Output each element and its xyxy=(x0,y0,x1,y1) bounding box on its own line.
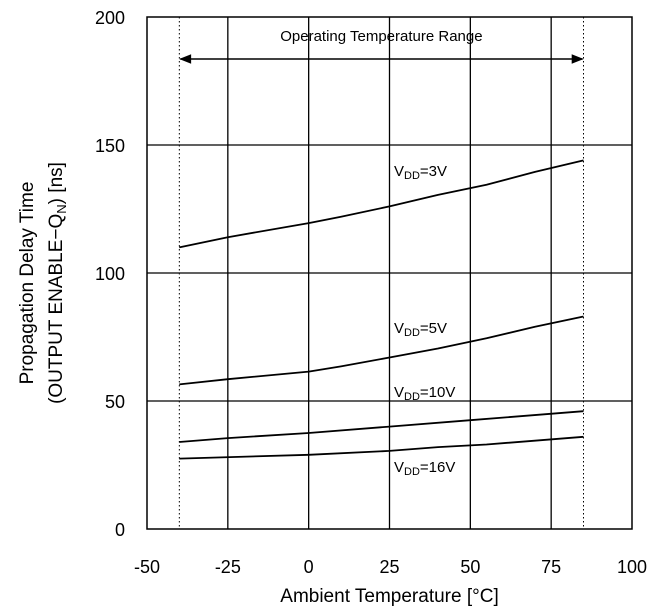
series-line-2 xyxy=(179,315,584,386)
y-axis-title-line-1: Propagation Delay Time xyxy=(17,182,38,385)
x-tick-label: 100 xyxy=(617,557,647,577)
y-tick-label: 0 xyxy=(115,520,125,540)
series-line-4 xyxy=(179,435,584,460)
series-lines xyxy=(179,159,584,460)
series-line-3 xyxy=(179,410,584,443)
tick-labels: -50 -25 0 25 50 75 100 0 50 100 150 200 xyxy=(95,8,647,577)
x-tick-label: 0 xyxy=(304,557,314,577)
series-label-3: VDD=10V xyxy=(394,384,455,403)
series-label-4: VDD=16V xyxy=(394,459,455,478)
operating-range-label: Operating Temperature Range xyxy=(280,28,482,45)
y-axis-title: Propagation Delay Time (OUTPUT ENABLE−QN)… xyxy=(17,162,69,404)
y-tick-label: 150 xyxy=(95,136,125,156)
plot-frame xyxy=(146,16,633,530)
x-tick-label: -25 xyxy=(215,557,241,577)
series-label-1: VDD=3V xyxy=(394,163,447,182)
series-labels: VDD=3V VDD=5V VDD=10V VDD=16V xyxy=(394,163,455,478)
y-tick-label: 200 xyxy=(95,8,125,28)
grid-lines xyxy=(147,17,632,529)
y-tick-label: 100 xyxy=(95,264,125,284)
x-axis-title: Ambient Temperature [°C] xyxy=(280,586,498,607)
y-tick-label: 50 xyxy=(105,392,125,412)
operating-range: Operating Temperature Range xyxy=(178,17,584,529)
series-label-2: VDD=5V xyxy=(394,320,447,339)
y-axis-title-line-2: (OUTPUT ENABLE−QN) [ns] xyxy=(46,162,69,404)
x-tick-label: -50 xyxy=(134,557,160,577)
x-tick-label: 25 xyxy=(379,557,399,577)
series-line-1 xyxy=(179,159,584,249)
x-tick-label: 75 xyxy=(541,557,561,577)
x-tick-label: 50 xyxy=(460,557,480,577)
